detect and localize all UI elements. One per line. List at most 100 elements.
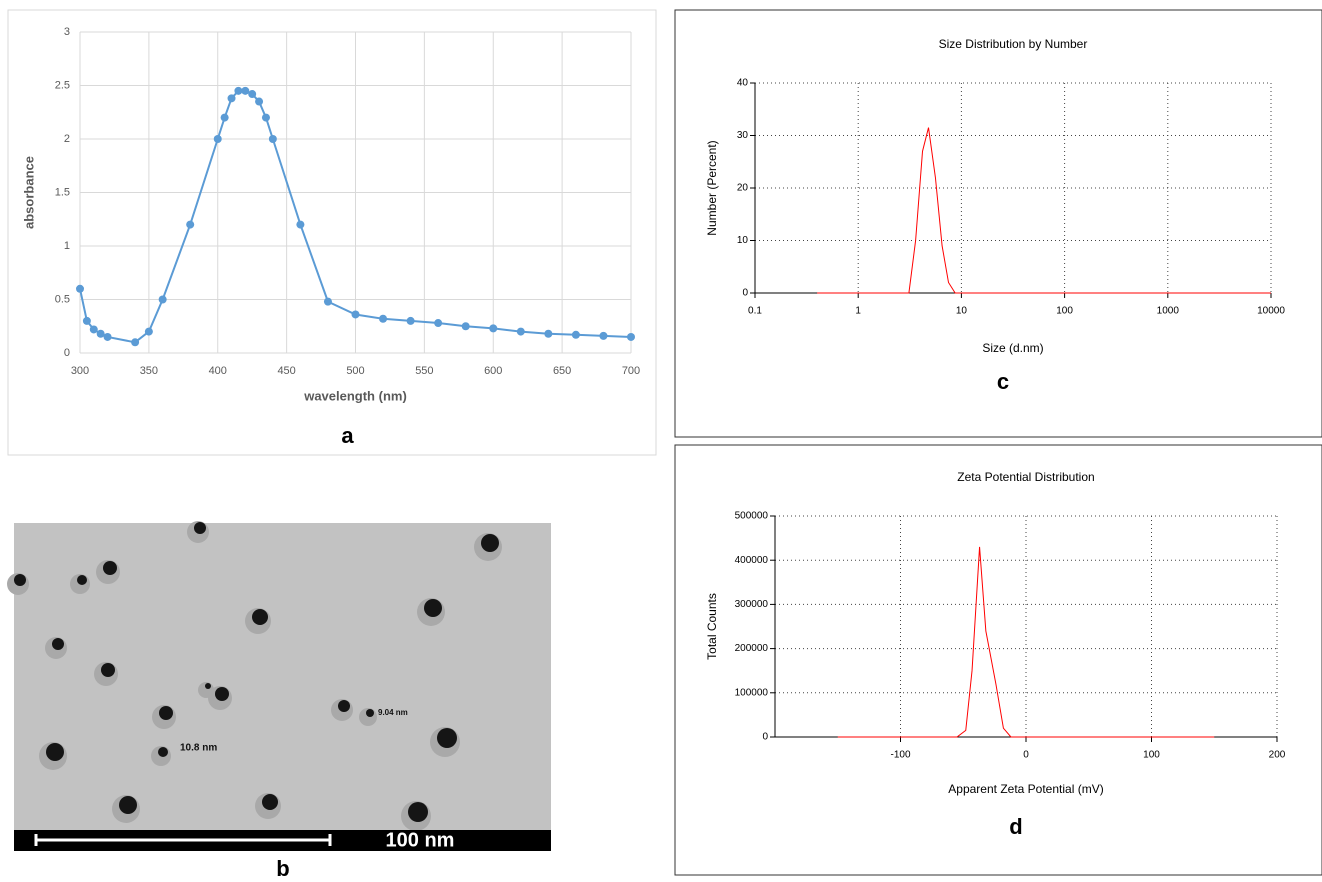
y-tick-label: 0 <box>64 347 70 359</box>
data-line <box>817 127 1271 294</box>
particle <box>194 522 206 534</box>
scale-bar-label: 100 nm <box>386 829 455 851</box>
x-tick-label: -100 <box>890 750 910 761</box>
y-tick-label: 2 <box>64 133 70 145</box>
y-tick-label: 0 <box>762 732 768 743</box>
particle <box>52 638 64 650</box>
y-tick-label: 3 <box>64 26 70 38</box>
y-tick-label: 30 <box>737 130 749 141</box>
y-tick-label: 100000 <box>735 687 769 698</box>
panel-label: a <box>341 423 354 448</box>
data-point <box>489 324 498 333</box>
particle <box>103 561 117 575</box>
x-axis-label: Apparent Zeta Potential (mV) <box>948 782 1103 796</box>
x-axis-label: Size (d.nm) <box>982 341 1043 355</box>
data-point <box>103 332 112 341</box>
panel-border <box>7 9 657 456</box>
particle <box>481 534 499 552</box>
y-tick-label: 0.5 <box>55 293 70 305</box>
y-tick-label: 300000 <box>735 599 769 610</box>
data-point <box>186 220 195 229</box>
y-tick-label: 10 <box>737 235 749 246</box>
panel-label: c <box>997 369 1009 394</box>
data-point <box>158 295 167 304</box>
data-point <box>406 316 415 325</box>
data-point <box>323 297 332 306</box>
x-tick-label: 0 <box>1023 750 1029 761</box>
particle <box>262 794 278 810</box>
data-point <box>227 94 236 103</box>
panel-label: b <box>276 856 289 881</box>
y-axis-label: absorbance <box>21 156 36 229</box>
x-tick-label: 550 <box>415 365 433 377</box>
particles <box>7 521 502 831</box>
x-tick-label: 650 <box>553 365 571 377</box>
particle <box>205 683 211 689</box>
data-point <box>296 220 305 229</box>
data-point <box>255 97 264 106</box>
y-axis-label: Number (Percent) <box>705 140 719 235</box>
particle <box>437 728 457 748</box>
particle <box>14 574 26 586</box>
particle <box>158 747 168 757</box>
x-tick-label: 100 <box>1056 306 1073 317</box>
data-point <box>544 329 553 338</box>
x-tick-label: 1000 <box>1157 306 1180 317</box>
panel-border <box>674 9 1322 438</box>
x-tick-label: 600 <box>484 365 502 377</box>
x-axis-label: wavelength (nm) <box>303 388 407 403</box>
data-line <box>837 546 1215 738</box>
particle <box>101 663 115 677</box>
y-tick-label: 20 <box>737 183 749 194</box>
x-tick-label: 350 <box>140 365 158 377</box>
particle <box>366 709 374 717</box>
particle <box>46 743 64 761</box>
y-tick-label: 0 <box>742 288 748 299</box>
x-tick-label: 10 <box>956 306 968 317</box>
data-point <box>599 331 608 340</box>
y-tick-label: 2.5 <box>55 79 70 91</box>
particle <box>408 802 428 822</box>
micrograph-image <box>14 523 551 851</box>
y-tick-label: 200000 <box>735 643 769 654</box>
y-tick-label: 500000 <box>735 511 769 522</box>
data-point <box>434 319 443 328</box>
data-point <box>96 329 105 338</box>
x-tick-label: 100 <box>1143 750 1160 761</box>
particle <box>215 687 229 701</box>
data-point <box>379 314 388 323</box>
x-tick-label: 300 <box>71 365 89 377</box>
particle <box>119 796 137 814</box>
chart-title: Size Distribution by Number <box>939 37 1088 51</box>
data-point <box>627 332 635 341</box>
data-point <box>89 325 98 334</box>
x-tick-label: 400 <box>209 365 227 377</box>
particle <box>252 609 268 625</box>
data-point <box>220 113 229 122</box>
x-tick-label: 1 <box>855 306 861 317</box>
x-tick-label: 700 <box>622 365 640 377</box>
data-point <box>516 327 525 336</box>
x-tick-label: 200 <box>1269 750 1286 761</box>
size-annotation: 9.04 nm <box>378 708 408 717</box>
data-point <box>248 90 257 99</box>
data-point <box>234 86 243 95</box>
data-point <box>571 330 580 339</box>
data-point <box>461 322 470 331</box>
particle <box>338 700 350 712</box>
panel-label: d <box>1009 814 1022 839</box>
data-point <box>351 310 360 319</box>
y-tick-label: 40 <box>737 78 749 89</box>
chart-title: Zeta Potential Distribution <box>957 470 1094 484</box>
particle <box>424 599 442 617</box>
y-tick-label: 400000 <box>735 555 769 566</box>
y-tick-label: 1.5 <box>55 186 70 198</box>
data-point <box>144 327 153 336</box>
data-point <box>82 316 91 325</box>
data-point <box>131 338 140 347</box>
data-point <box>76 284 84 293</box>
x-tick-label: 0.1 <box>748 306 762 317</box>
data-point <box>261 113 270 122</box>
data-point <box>241 86 250 95</box>
